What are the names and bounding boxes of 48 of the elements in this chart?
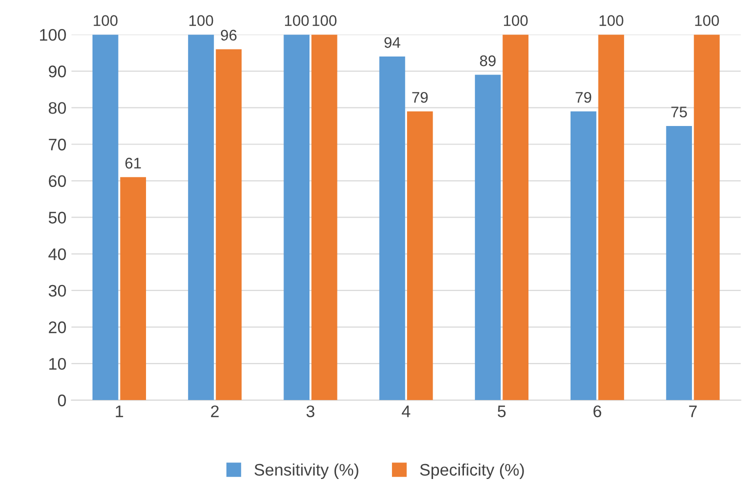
data-label: 79 xyxy=(576,92,592,103)
y-tick-label: 40 xyxy=(48,248,66,260)
bar xyxy=(188,34,214,400)
y-tick-label: 20 xyxy=(48,321,66,334)
data-label: 100 xyxy=(504,15,528,26)
bar xyxy=(502,34,528,400)
bar xyxy=(120,177,146,400)
x-tick-label: 7 xyxy=(689,406,697,418)
data-label: 100 xyxy=(695,15,719,26)
y-tick-label: 100 xyxy=(40,28,66,41)
bar xyxy=(598,34,624,400)
bar xyxy=(379,56,406,400)
bar xyxy=(570,111,596,400)
y-tick-label: 50 xyxy=(48,212,66,224)
y-tick-label: 60 xyxy=(48,175,66,188)
data-label: 89 xyxy=(480,55,496,66)
data-label: 94 xyxy=(384,37,400,48)
bar xyxy=(216,49,242,400)
bar xyxy=(666,126,692,400)
data-label: 100 xyxy=(94,15,118,26)
bar xyxy=(284,34,310,400)
legend-label: Sensitivity (%) xyxy=(254,463,358,479)
y-tick-label: 0 xyxy=(58,394,66,406)
data-label: 100 xyxy=(312,15,336,26)
y-tick-label: 30 xyxy=(48,284,66,297)
data-label: 100 xyxy=(285,15,309,26)
data-label: 96 xyxy=(220,30,237,41)
data-label: 100 xyxy=(189,15,214,26)
data-label: 61 xyxy=(125,158,141,169)
data-label: 100 xyxy=(600,15,624,26)
x-tick-label: 4 xyxy=(402,406,410,418)
x-tick-label: 1 xyxy=(116,406,124,418)
x-tick-label: 6 xyxy=(594,405,602,418)
y-tick-label: 10 xyxy=(49,358,66,370)
legend-label: Specificity (%) xyxy=(420,463,524,479)
data-label: 75 xyxy=(671,106,687,118)
y-tick-label: 70 xyxy=(48,138,66,150)
x-tick-label: 5 xyxy=(498,406,506,418)
data-label: 79 xyxy=(412,92,428,103)
y-tick-label: 80 xyxy=(48,102,66,114)
bar xyxy=(92,34,118,400)
x-tick-label: 3 xyxy=(306,405,314,418)
bar xyxy=(474,74,501,400)
x-tick-label: 2 xyxy=(211,405,219,418)
bar xyxy=(694,34,720,400)
bar xyxy=(407,111,433,400)
bar xyxy=(311,34,338,400)
y-tick-label: 90 xyxy=(48,66,66,78)
